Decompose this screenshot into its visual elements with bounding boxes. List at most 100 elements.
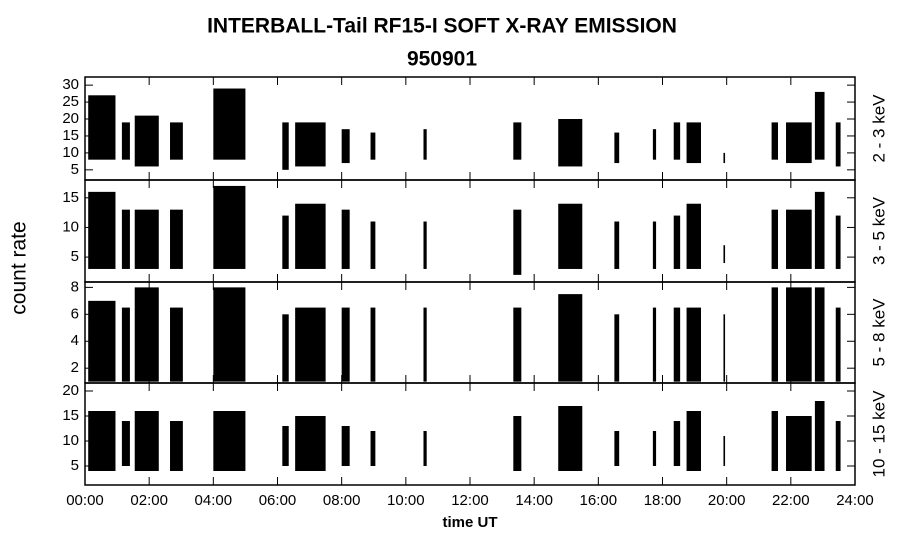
- data-burst: [341, 209, 350, 269]
- data-burst: [341, 426, 350, 466]
- data-burst: [295, 307, 326, 382]
- data-burst: [723, 245, 726, 264]
- data-burst: [723, 314, 726, 382]
- y-tick-label: 20: [62, 382, 79, 399]
- panel-frame: [84, 179, 856, 283]
- panel-frame: [84, 76, 856, 181]
- data-burst: [295, 416, 326, 471]
- x-tick-label: 24:00: [836, 492, 874, 509]
- data-burst: [558, 119, 583, 167]
- x-axis-label: time UT: [442, 514, 497, 531]
- data-burst: [686, 122, 701, 164]
- data-burst: [370, 307, 376, 382]
- y-tick-label: 15: [62, 407, 79, 424]
- data-burst: [423, 129, 427, 160]
- data-burst: [814, 191, 825, 269]
- data-burst: [814, 287, 825, 382]
- data-burst: [295, 122, 326, 167]
- data-burst: [814, 91, 825, 160]
- data-burst: [614, 132, 620, 164]
- data-burst: [341, 129, 350, 164]
- panel-label: 2 - 3 keV: [869, 94, 888, 163]
- x-tick-label: 08:00: [323, 492, 361, 509]
- y-tick-label: 15: [62, 127, 79, 144]
- data-burst: [771, 411, 778, 471]
- data-burst: [134, 115, 159, 167]
- data-burst: [558, 294, 583, 382]
- data-burst: [513, 307, 522, 382]
- chart-title: INTERBALL-Tail RF15-I SOFT X-RAY EMISSIO…: [207, 15, 677, 38]
- data-burst: [282, 426, 289, 466]
- data-burst: [121, 421, 130, 466]
- y-tick-label: 5: [71, 248, 79, 265]
- data-burst: [786, 416, 812, 471]
- x-tick-label: 16:00: [580, 492, 618, 509]
- y-tick-label: 2: [71, 359, 79, 376]
- data-burst: [686, 411, 701, 471]
- data-burst: [370, 431, 376, 466]
- data-burst: [134, 209, 159, 269]
- data-burst: [723, 436, 726, 466]
- data-burst: [121, 307, 130, 382]
- data-burst: [213, 185, 246, 269]
- x-tick-label: 00:00: [66, 492, 104, 509]
- data-burst: [835, 307, 841, 382]
- y-tick-label: 10: [62, 144, 79, 161]
- y-tick-label: 4: [71, 332, 79, 349]
- x-tick-label: 10:00: [387, 492, 425, 509]
- data-burst: [614, 431, 620, 466]
- data-burst: [213, 411, 246, 471]
- panel-frame: [84, 382, 856, 486]
- data-burst: [423, 221, 427, 269]
- panel-label: 3 - 5 keV: [869, 196, 888, 265]
- y-tick-label: 10: [62, 218, 79, 235]
- data-burst: [134, 287, 159, 382]
- y-tick-label: 5: [71, 457, 79, 474]
- panel-frame: [84, 281, 856, 384]
- y-tick-label: 5: [71, 161, 79, 178]
- data-burst: [673, 122, 681, 160]
- data-burst: [814, 401, 825, 471]
- x-tick-label: 04:00: [195, 492, 233, 509]
- data-burst: [614, 221, 620, 269]
- data-burst: [170, 307, 183, 382]
- y-tick-label: 8: [71, 278, 79, 295]
- x-tick-label: 14:00: [515, 492, 553, 509]
- data-burst: [673, 421, 681, 466]
- data-burst: [170, 122, 183, 160]
- y-tick-label: 15: [62, 189, 79, 206]
- data-burst: [88, 95, 116, 160]
- panel-label: 5 - 8 keV: [869, 298, 888, 367]
- data-burst: [213, 287, 246, 382]
- data-burst: [723, 152, 726, 164]
- data-burst: [614, 314, 620, 382]
- y-tick-label: 30: [62, 76, 79, 93]
- data-burst: [558, 406, 583, 471]
- chart-subtitle: 950901: [407, 48, 477, 71]
- x-tick-label: 06:00: [259, 492, 297, 509]
- data-burst: [673, 307, 681, 382]
- data-burst: [652, 221, 657, 269]
- data-burst: [786, 287, 812, 382]
- data-burst: [513, 209, 522, 275]
- data-burst: [771, 209, 778, 269]
- x-tick-label: 12:00: [451, 492, 489, 509]
- x-tick-label: 20:00: [708, 492, 746, 509]
- x-tick-label: 02:00: [130, 492, 168, 509]
- data-burst: [282, 314, 289, 382]
- data-burst: [786, 209, 812, 269]
- y-axis-label: count rate: [8, 221, 31, 314]
- data-burst: [786, 122, 812, 164]
- x-tick-label: 22:00: [772, 492, 810, 509]
- data-burst: [213, 88, 246, 160]
- x-tick-label: 18:00: [644, 492, 682, 509]
- data-burst: [513, 416, 522, 471]
- data-burst: [282, 215, 289, 269]
- data-burst: [170, 421, 183, 471]
- data-burst: [686, 307, 701, 382]
- data-burst: [835, 421, 841, 471]
- data-burst: [341, 307, 350, 382]
- y-tick-label: 20: [62, 110, 79, 127]
- data-burst: [121, 122, 130, 160]
